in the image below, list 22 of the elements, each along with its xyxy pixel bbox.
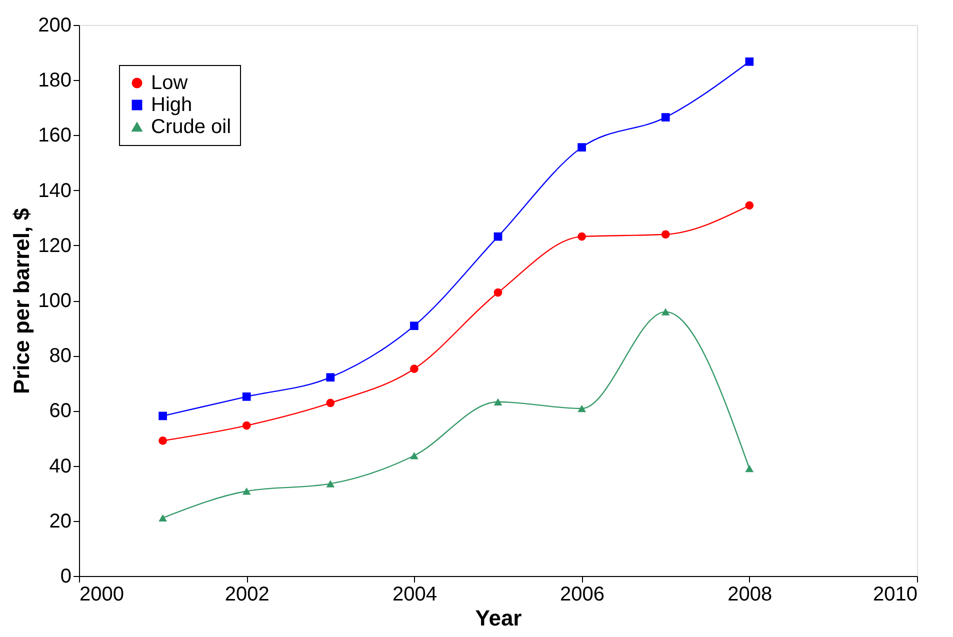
y-tick-label: 0 [60, 566, 72, 588]
y-axis-title: Price per barrel, $ [9, 208, 34, 394]
legend-label: High [151, 94, 192, 116]
x-axis-title: Year [475, 606, 522, 630]
legend-label: Crude oil [151, 116, 232, 138]
y-tick-label: 100 [38, 290, 72, 312]
x-tick-label: 2004 [392, 584, 437, 606]
x-tick-label: 2008 [728, 584, 772, 606]
y-tick-label: 20 [49, 510, 72, 532]
y-tick-label: 60 [49, 400, 72, 422]
y-tick-label: 140 [38, 180, 72, 202]
y-tick-label: 180 [38, 70, 72, 92]
y-tick-label: 160 [38, 124, 72, 147]
legend-label: Low [151, 72, 188, 94]
y-tick-label: 80 [49, 345, 72, 368]
x-tick-label: 2000 [80, 584, 124, 606]
y-tick-label: 120 [38, 234, 72, 257]
x-tick-label: 2010 [873, 584, 918, 606]
x-tick-label: 2002 [224, 584, 270, 606]
y-tick-label: 40 [49, 455, 72, 478]
x-tick-label: 2006 [560, 584, 605, 606]
y-tick-label: 200 [38, 14, 72, 36]
